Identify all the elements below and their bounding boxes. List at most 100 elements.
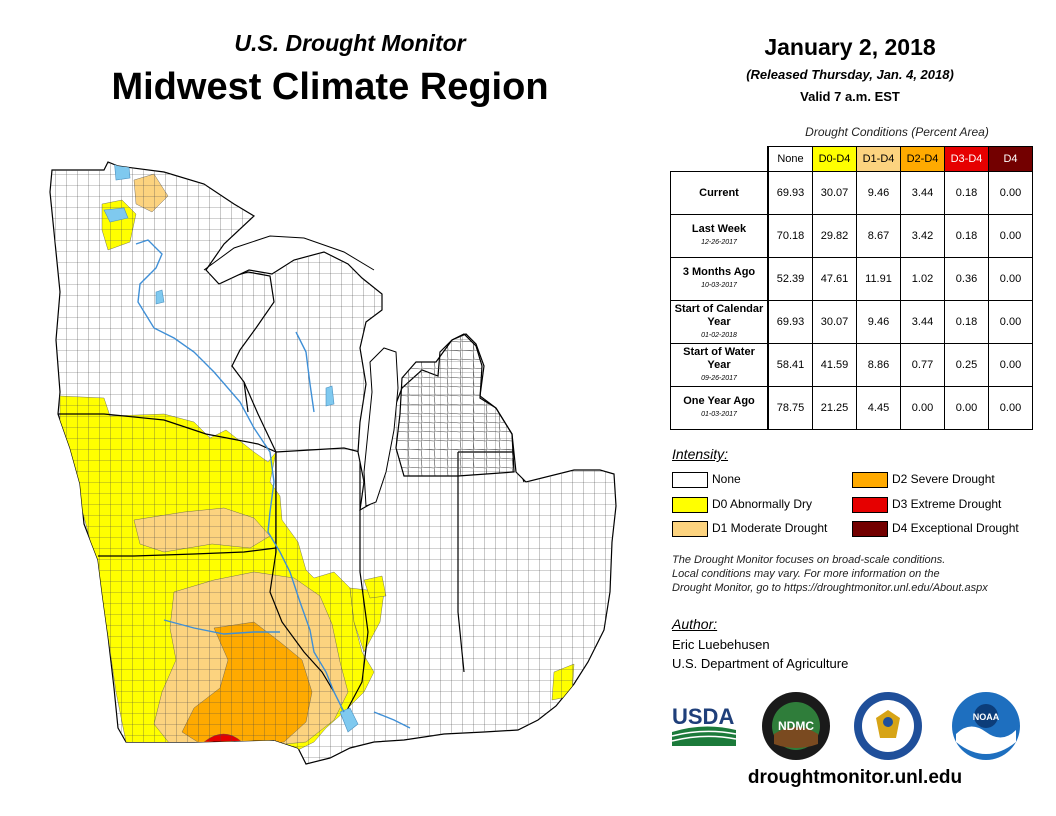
noaa-logo-text: NOAA	[973, 712, 1000, 722]
table-cell: 11.91	[856, 257, 901, 301]
legend-label: None	[712, 472, 741, 486]
table-cell: 0.00	[988, 343, 1033, 387]
table-row: 3 Months Ago 10-03-2017 52.39 47.61 11.91…	[670, 257, 1033, 301]
table-cell: 69.93	[767, 300, 813, 344]
row-label-last-week: Last Week 12-26-2017	[670, 214, 769, 258]
row-date: 12-26-2017	[701, 239, 737, 246]
release-date: (Released Thursday, Jan. 4, 2018)	[746, 67, 954, 82]
legend-swatch	[852, 521, 888, 537]
row-label: Current	[699, 186, 739, 199]
row-label: Start of Water Year	[683, 345, 755, 371]
table-cell: 0.00	[944, 386, 989, 430]
table-cell: 0.00	[900, 386, 945, 430]
product-title: U.S. Drought Monitor	[234, 30, 466, 56]
table-cell: 0.25	[944, 343, 989, 387]
table-cell: 3.44	[900, 171, 945, 215]
row-date: 01-02-2018	[701, 331, 737, 339]
table-cell: 3.42	[900, 214, 945, 258]
table-cell: 78.75	[767, 386, 813, 430]
row-label-start-of-calendar-year: Start of Calendar Year 01-02-2018	[670, 300, 769, 344]
legend-swatch	[852, 472, 888, 488]
legend-heading: Intensity:	[672, 446, 729, 462]
author-heading: Author:	[672, 616, 718, 632]
col-header-none: None	[767, 146, 813, 172]
legend-label: D3 Extreme Drought	[892, 497, 1002, 511]
ndmc-logo-text: NDMC	[778, 719, 814, 733]
table-cell: 0.18	[944, 300, 989, 344]
region-title: Midwest Climate Region	[111, 66, 549, 108]
author-organization: U.S. Department of Agriculture	[672, 656, 849, 671]
row-date: 09-26-2017	[701, 374, 737, 382]
row-date: 01-03-2017	[701, 411, 737, 418]
lake-superior-shore	[203, 235, 375, 271]
table-row: Start of Water Year 09-26-2017 58.41 41.5…	[670, 343, 1033, 387]
noaa-logo: NOAA	[952, 692, 1020, 760]
row-date: 10-03-2017	[701, 282, 737, 289]
row-label: 3 Months Ago	[682, 266, 756, 278]
author-name: Eric Luebehusen	[672, 637, 770, 652]
col-header-d1-d4: D1-D4	[856, 146, 901, 172]
legend-label: D0 Abnormally Dry	[712, 497, 813, 511]
legend-swatch	[852, 497, 888, 513]
table-cell: 8.86	[856, 343, 901, 387]
rivers	[135, 239, 411, 729]
usda-logo-text: USDA	[672, 704, 734, 729]
table-cell: 0.00	[988, 171, 1033, 215]
note-line: Local conditions may vary. For more info…	[672, 568, 940, 580]
table-cell: 30.07	[812, 171, 857, 215]
table-cell: 0.36	[944, 257, 989, 301]
table-cell: 52.39	[767, 257, 813, 301]
lake-michigan	[363, 347, 399, 507]
legend-label: D2 Severe Drought	[892, 472, 995, 486]
legend-swatch	[672, 472, 708, 488]
note-line: Drought Monitor, go to https://droughtmo…	[672, 582, 988, 594]
table-row: Start of Calendar Year 01-02-2018 69.93 3…	[670, 300, 1033, 344]
row-label-3-months-ago: 3 Months Ago 10-03-2017	[670, 257, 769, 301]
table-cell: 0.18	[944, 171, 989, 215]
table-cell: 0.00	[988, 214, 1033, 258]
table-cell: 0.00	[988, 257, 1033, 301]
legend-swatch	[672, 521, 708, 537]
table-cell: 69.93	[767, 171, 813, 215]
legend-swatch	[672, 497, 708, 513]
col-header-d3-d4: D3-D4	[944, 146, 989, 172]
table-cell: 0.00	[988, 386, 1033, 430]
table-cell: 30.07	[812, 300, 857, 344]
table-cell: 1.02	[900, 257, 945, 301]
website-link[interactable]: droughtmonitor.unl.edu	[747, 767, 963, 788]
valid-time: Valid 7 a.m. EST	[800, 89, 900, 104]
table-row: Current 69.93 30.07 9.46 3.44 0.18 0.00	[670, 171, 1033, 215]
row-label-current: Current	[670, 171, 769, 215]
table-row: Last Week 12-26-2017 70.18 29.82 8.67 3.4…	[670, 214, 1033, 258]
disclaimer-note: The Drought Monitor focuses on broad-sca…	[672, 553, 1042, 595]
table-cell: 9.46	[856, 171, 901, 215]
table-cell: 47.61	[812, 257, 857, 301]
table-caption: Drought Conditions (Percent Area)	[805, 125, 989, 139]
table-cell: 8.67	[856, 214, 901, 258]
table-cell: 0.18	[944, 214, 989, 258]
water-features	[103, 162, 359, 733]
table-cell: 41.59	[812, 343, 857, 387]
table-cell: 0.77	[900, 343, 945, 387]
drought-map	[49, 161, 617, 765]
doc-seal-logo	[854, 692, 922, 760]
map-date: January 2, 2018	[764, 34, 936, 60]
table-cell: 21.25	[812, 386, 857, 430]
table-cell: 70.18	[767, 214, 813, 258]
col-header-d2-d4: D2-D4	[900, 146, 945, 172]
row-label: One Year Ago	[683, 395, 755, 407]
table-cell: 58.41	[767, 343, 813, 387]
drought-conditions-table: None D0-D4 D1-D4 D2-D4 D3-D4 D4 Current …	[670, 146, 1033, 430]
row-label-one-year-ago: One Year Ago 01-03-2017	[670, 386, 769, 430]
legend-label: D4 Exceptional Drought	[892, 521, 1019, 535]
table-cell: 3.44	[900, 300, 945, 344]
legend-label: D1 Moderate Drought	[712, 521, 828, 535]
table-header-row: None D0-D4 D1-D4 D2-D4 D3-D4 D4	[671, 146, 1033, 172]
table-cell: 4.45	[856, 386, 901, 430]
table-cell: 29.82	[812, 214, 857, 258]
table-cell: 0.00	[988, 300, 1033, 344]
row-label: Last Week	[691, 223, 747, 235]
table-corner	[671, 147, 769, 172]
table-cell: 9.46	[856, 300, 901, 344]
row-label-start-of-water-year: Start of Water Year 09-26-2017	[670, 343, 769, 387]
